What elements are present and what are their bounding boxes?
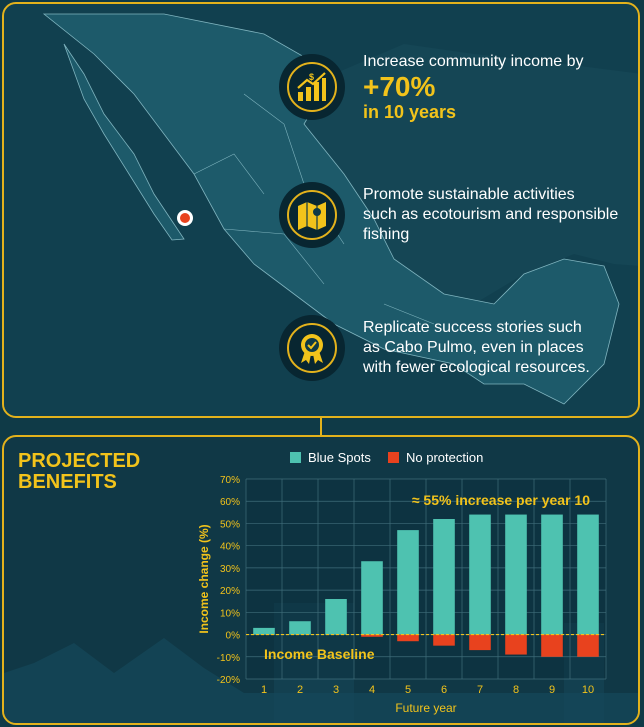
benefit-ecotourism-line2: such as ecotourism and responsible	[363, 206, 619, 223]
x-tick-label: 10	[582, 684, 594, 696]
legend-swatch	[388, 452, 399, 463]
x-axis-label: Future year	[395, 701, 456, 715]
x-tick-label: 7	[477, 684, 483, 696]
benefit-replicate: Replicate success stories such as Cabo P…	[279, 315, 590, 381]
y-tick-label: 0%	[226, 631, 241, 642]
benefit-income: $ Increase community income by +70% in 1…	[279, 52, 584, 122]
bar-blue-spots	[541, 514, 563, 635]
bar-no-protection	[469, 634, 491, 651]
bar-blue-spots	[469, 514, 491, 635]
legend-label: Blue Spots	[308, 450, 371, 465]
benefit-replicate-line2: as Cabo Pulmo, even in places	[363, 339, 584, 356]
bar-no-protection	[577, 634, 599, 657]
bar-blue-spots	[253, 627, 275, 635]
bar-no-protection	[541, 634, 563, 657]
chart-panel: PROJECTED BENEFITS 70% 60% 50% 40% 30% 20% 10%…	[2, 435, 640, 725]
annotation-baseline: Income Baseline	[264, 646, 375, 662]
y-tick-label: -20%	[217, 675, 240, 686]
title-line1: PROJECTED	[18, 450, 141, 472]
y-tick-label: 60%	[220, 497, 240, 508]
bar-blue-spots	[433, 519, 455, 635]
bar-no-protection	[505, 634, 527, 655]
y-tick-label: 30%	[220, 564, 240, 575]
annotation-increase: ≈ 55% increase per year 10	[412, 492, 590, 508]
y-tick-label: 70%	[220, 475, 240, 486]
bar-blue-spots	[577, 514, 599, 635]
projected-benefits-title: PROJECTED BENEFITS	[18, 451, 158, 493]
bar-no-protection	[361, 634, 383, 637]
y-tick-label: 10%	[220, 608, 240, 619]
bar-blue-spots	[289, 621, 311, 635]
legend-label: No protection	[406, 450, 483, 465]
benefit-income-highlight: +70%	[363, 71, 436, 102]
x-tick-label: 8	[513, 684, 519, 696]
income-chart: 70% 60% 50% 40% 30% 20% 10% 0% -10% -20% 1 2 3 4 5 6 7 8 9…	[197, 450, 607, 715]
benefit-income-line1: Increase community income by	[363, 53, 584, 70]
bar-blue-spots	[325, 599, 347, 635]
benefit-replicate-line3: with fewer ecological resources.	[363, 359, 590, 376]
income-growth-icon: $	[297, 72, 326, 101]
map-location-icon	[298, 202, 326, 230]
map-panel: $ Increase community income by +70% in 1…	[2, 2, 640, 418]
y-tick-label: -10%	[217, 653, 240, 664]
y-tick-label: 40%	[220, 542, 240, 553]
y-tick-label: 50%	[220, 519, 240, 530]
bar-no-protection	[433, 634, 455, 646]
panel-connector	[320, 418, 322, 436]
legend-swatch	[290, 452, 301, 463]
x-tick-label: 2	[297, 684, 303, 696]
bar-blue-spots	[505, 514, 527, 635]
y-tick-label: 20%	[220, 586, 240, 597]
x-tick-label: 3	[333, 684, 339, 696]
benefit-income-line2: in 10 years	[363, 102, 457, 122]
bar-blue-spots	[397, 530, 419, 635]
x-tick-label: 6	[441, 684, 447, 696]
benefit-ecotourism: Promote sustainable activities such as e…	[279, 182, 618, 248]
title-line2: BENEFITS	[18, 471, 117, 493]
benefit-ecotourism-line3: fishing	[363, 226, 410, 243]
benefit-ecotourism-line1: Promote sustainable activities	[363, 186, 575, 203]
svg-text:$: $	[309, 72, 314, 82]
bar-no-protection	[397, 634, 419, 642]
bar-blue-spots	[361, 561, 383, 635]
benefit-replicate-line1: Replicate success stories such	[363, 319, 582, 336]
y-axis-label: Income change (%)	[197, 524, 211, 633]
x-tick-label: 5	[405, 684, 411, 696]
x-tick-label: 9	[549, 684, 555, 696]
award-badge-icon	[301, 334, 323, 364]
x-tick-label: 1	[261, 684, 267, 696]
x-tick-label: 4	[369, 684, 375, 696]
